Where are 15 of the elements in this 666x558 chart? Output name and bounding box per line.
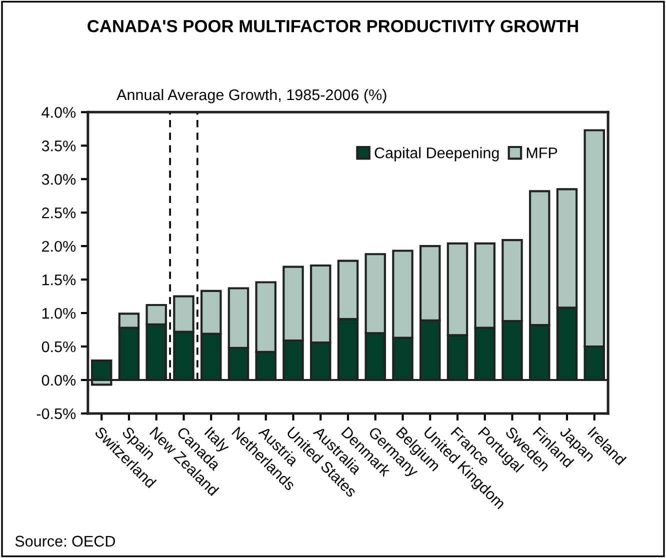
y-tick-label: 1.0%	[42, 308, 76, 319]
y-tick-label: 2.5%	[42, 207, 76, 218]
y-tick-label: 0.5%	[42, 341, 76, 352]
y-tick-label: 2.0%	[42, 240, 76, 252]
y-tick-label: -0.5%	[36, 408, 76, 420]
legend-label: Capital Deepening	[374, 147, 499, 162]
chart-subtitle: Annual Average Growth, 1985-2006 (%)	[116, 88, 386, 104]
chart-title: CANADA'S POOR MULTIFACTOR PRODUCTIVITY GROWTH	[88, 20, 578, 32]
y-tick-label: 3.0%	[42, 174, 76, 185]
legend-label: MFP	[526, 148, 558, 158]
y-tick-label: 1.5%	[42, 274, 76, 286]
y-tick-label: 4.0%	[42, 107, 76, 118]
source-note: Source: OECD	[15, 536, 115, 547]
y-tick-label: 0.0%	[42, 374, 76, 386]
y-tick-label: 3.5%	[42, 140, 76, 152]
